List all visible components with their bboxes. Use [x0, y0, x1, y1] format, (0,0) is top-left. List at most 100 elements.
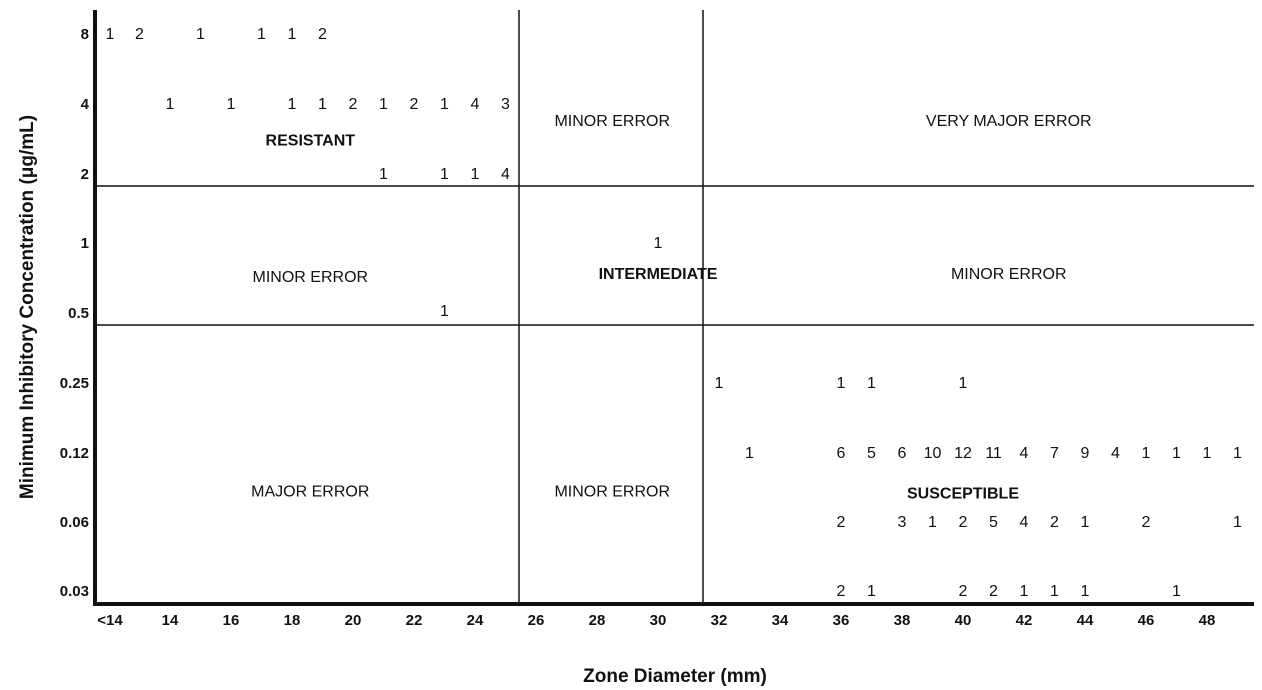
data-point-count: 2 [1050, 514, 1059, 531]
data-point-count: 5 [989, 514, 998, 531]
data-point-count: 2 [837, 514, 846, 531]
data-point-count: 2 [837, 583, 846, 600]
data-point-count: 1 [471, 166, 480, 183]
data-point-count: 1 [837, 375, 846, 392]
region-label: VERY MAJOR ERROR [926, 113, 1092, 130]
data-point-count: 1 [1203, 445, 1212, 462]
data-point-count: 4 [1111, 445, 1120, 462]
data-point-count: 1 [1172, 583, 1181, 600]
region-label: MAJOR ERROR [251, 483, 369, 500]
data-point-count: 2 [410, 96, 419, 113]
data-point-count: 2 [959, 583, 968, 600]
data-point-count: 7 [1050, 445, 1059, 462]
data-point-count: 1 [928, 514, 937, 531]
region-label: MINOR ERROR [554, 483, 670, 500]
data-point-count: 1 [379, 166, 388, 183]
data-point-count: 10 [924, 445, 942, 462]
data-point-count: 1 [288, 96, 297, 113]
y-axis-title: Minimum Inhibitory Concentration (μg/mL) [17, 115, 38, 499]
data-point-count: 12 [954, 445, 972, 462]
x-tick-label: 20 [345, 612, 362, 629]
data-point-count: 4 [1020, 445, 1029, 462]
data-point-count: 1 [440, 166, 449, 183]
data-point-count: 1 [318, 96, 327, 113]
x-tick-label: 44 [1077, 612, 1094, 629]
x-tick-label: 24 [467, 612, 484, 629]
data-point-count: 1 [745, 445, 754, 462]
data-point-count: 1 [1020, 583, 1029, 600]
data-point-count: 1 [440, 303, 449, 320]
data-point-count: 1 [1050, 583, 1059, 600]
data-point-count: 1 [227, 96, 236, 113]
data-point-count: 2 [135, 26, 144, 43]
data-point-count: 1 [715, 375, 724, 392]
data-point-count: 2 [959, 514, 968, 531]
x-tick-label: 42 [1016, 612, 1033, 629]
y-tick-label: 0.5 [68, 305, 89, 322]
x-tick-label: 40 [955, 612, 972, 629]
data-point-count: 2 [318, 26, 327, 43]
x-tick-label: 48 [1199, 612, 1216, 629]
y-tick-label: 0.25 [60, 375, 89, 392]
y-tick-label: 2 [81, 166, 89, 183]
region-label: MINOR ERROR [951, 266, 1067, 283]
data-point-count: 2 [989, 583, 998, 600]
x-tick-label: 38 [894, 612, 911, 629]
data-point-count: 4 [471, 96, 480, 113]
data-point-count: 1 [196, 26, 205, 43]
data-point-count: 1 [106, 26, 115, 43]
y-tick-label: 1 [81, 235, 89, 252]
data-point-count: 1 [1081, 583, 1090, 600]
data-point-count: 1 [1233, 514, 1242, 531]
region-label: MINOR ERROR [253, 269, 369, 286]
region-label: MINOR ERROR [554, 113, 670, 130]
data-point-count: 1 [288, 26, 297, 43]
data-point-count: 11 [985, 445, 1002, 462]
data-point-count: 1 [1142, 445, 1151, 462]
data-point-count: 2 [1142, 514, 1151, 531]
data-point-count: 1 [867, 375, 876, 392]
y-tick-label: 0.03 [60, 583, 89, 600]
region-labels: RESISTANT MINOR ERROR VERY MAJOR ERROR MINO… [251, 113, 1091, 503]
x-tick-label: 22 [406, 612, 423, 629]
data-point-count: 4 [1020, 514, 1029, 531]
region-label: RESISTANT [266, 132, 356, 149]
data-point-count: 6 [837, 445, 846, 462]
data-point-count: 3 [898, 514, 907, 531]
data-point-count: 1 [440, 96, 449, 113]
x-tick-label: 34 [772, 612, 789, 629]
y-tick-labels: 8 4 2 1 0.5 0.25 0.12 0.06 0.03 [60, 26, 90, 600]
y-tick-label: 0.12 [60, 445, 89, 462]
x-tick-labels: <14 14 16 18 20 22 24 26 28 30 32 34 36 38 40 42 44 46 48 [97, 612, 1215, 629]
x-tick-label: 26 [528, 612, 545, 629]
y-tick-label: 4 [81, 96, 90, 113]
data-point-count: 5 [867, 445, 876, 462]
data-point-count: 1 [166, 96, 175, 113]
x-tick-label: 32 [711, 612, 728, 629]
y-tick-label: 0.06 [60, 514, 89, 531]
x-axis-title: Zone Diameter (mm) [583, 666, 767, 687]
data-point-count: 1 [1233, 445, 1242, 462]
data-point-count: 1 [379, 96, 388, 113]
data-point-count: 1 [1081, 514, 1090, 531]
data-point-count: 4 [501, 166, 510, 183]
region-label: SUSCEPTIBLE [907, 486, 1019, 503]
data-point-count: 1 [1172, 445, 1181, 462]
data-point-count: 1 [867, 583, 876, 600]
x-tick-label: 30 [650, 612, 667, 629]
data-point-count: 9 [1081, 445, 1090, 462]
y-tick-label: 8 [81, 26, 89, 43]
x-tick-label: 16 [223, 612, 240, 629]
data-point-count: 1 [959, 375, 968, 392]
data-point-count: 1 [257, 26, 266, 43]
x-tick-label: 18 [284, 612, 301, 629]
data-point-count: 3 [501, 96, 510, 113]
x-tick-label: <14 [97, 612, 123, 629]
x-tick-label: 36 [833, 612, 850, 629]
x-tick-label: 28 [589, 612, 606, 629]
data-point-count: 6 [898, 445, 907, 462]
region-label: INTERMEDIATE [599, 266, 718, 283]
x-tick-label: 14 [162, 612, 179, 629]
